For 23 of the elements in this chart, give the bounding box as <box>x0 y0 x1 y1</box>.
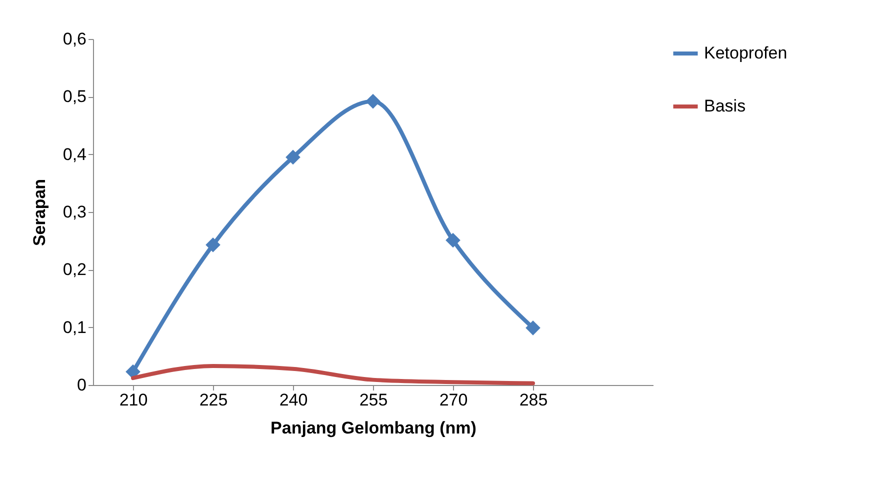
y-tick-label: 0,2 <box>62 260 86 280</box>
y-tick-label: 0,5 <box>62 87 86 106</box>
point <box>446 232 460 248</box>
x-axis-title: Panjang Gelombang (nm) <box>270 418 476 438</box>
y-tick-label: 0,3 <box>62 202 86 222</box>
x-tick-label: 285 <box>519 390 548 410</box>
y-axis-title: Serapan <box>30 178 49 246</box>
legend-label: Ketoprofen <box>704 44 788 62</box>
y-tick-label: 0,1 <box>62 318 86 337</box>
x-tick-label: 270 <box>439 390 468 410</box>
point <box>286 150 300 165</box>
x-tick-label: 255 <box>359 390 388 410</box>
point <box>366 94 380 109</box>
y-tick-label: 0,6 <box>62 30 86 48</box>
y-tick-label: 0,4 <box>62 144 86 164</box>
x-tick-label: 225 <box>199 390 228 410</box>
x-tick-label: 240 <box>279 390 308 410</box>
point <box>206 237 220 252</box>
legend-label: Basis <box>704 96 746 116</box>
point <box>526 320 540 336</box>
y-tick-label: 0 <box>77 376 86 394</box>
point <box>126 364 140 380</box>
x-tick-label: 210 <box>119 390 148 410</box>
